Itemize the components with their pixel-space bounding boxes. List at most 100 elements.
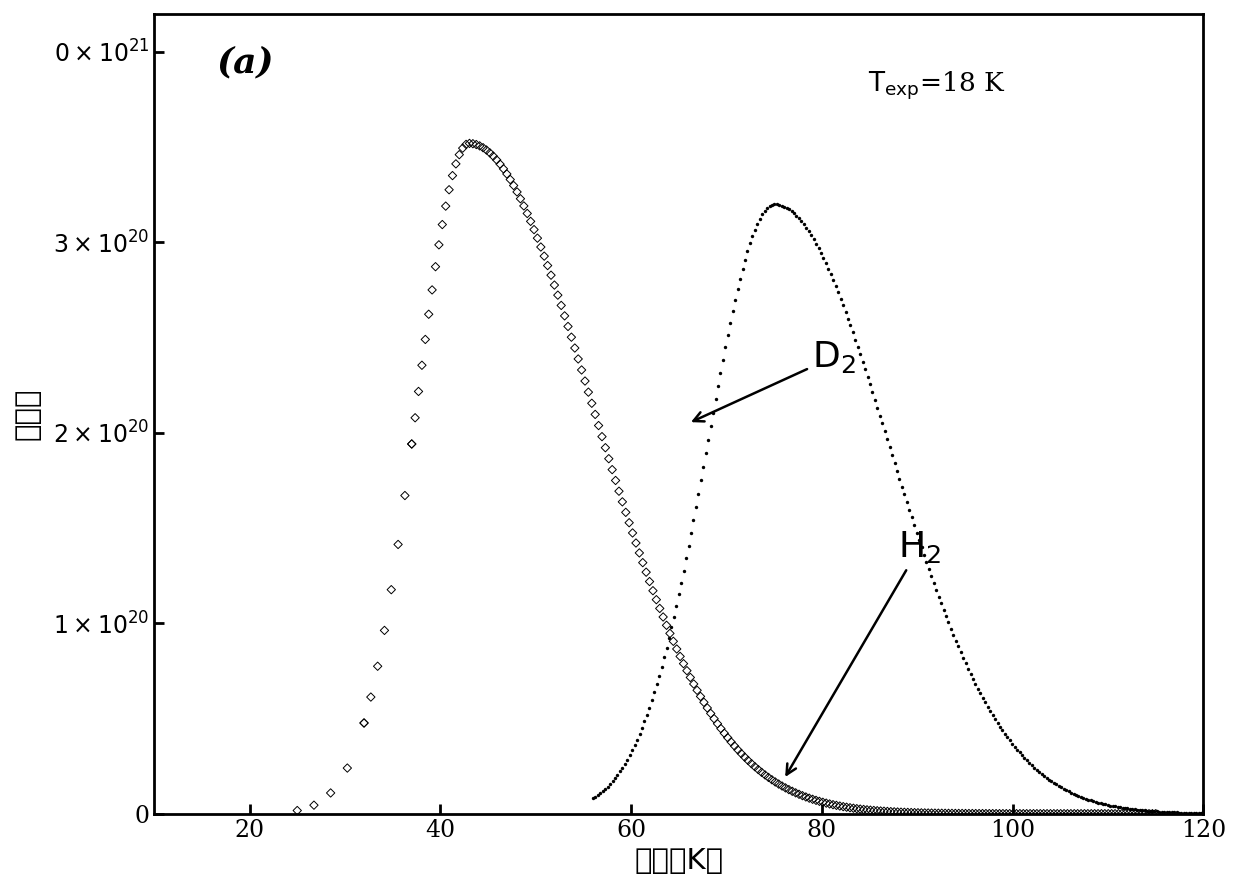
Point [1058, 806, 1078, 821]
Point [446, 156, 466, 171]
Point [681, 670, 701, 685]
Point [1071, 789, 1091, 804]
Point [663, 634, 683, 648]
Point [880, 805, 900, 819]
Point [676, 551, 696, 565]
Point [500, 172, 520, 187]
Point [480, 146, 500, 160]
Point [831, 292, 851, 306]
Point [983, 806, 1003, 821]
Point [1013, 806, 1033, 821]
Point [554, 308, 574, 323]
Point [771, 198, 791, 212]
Point [696, 446, 715, 461]
Point [1030, 806, 1050, 821]
Point [1097, 797, 1117, 812]
Point [1137, 804, 1157, 818]
Point [889, 472, 909, 486]
Point [668, 587, 688, 601]
Point [833, 799, 853, 813]
Point [1122, 802, 1142, 816]
Point [897, 495, 916, 509]
Point [595, 441, 615, 455]
Point [619, 516, 639, 530]
Point [925, 806, 945, 821]
Point [1117, 801, 1137, 815]
Point [794, 217, 813, 231]
Point [1169, 805, 1189, 820]
Point [951, 645, 971, 660]
Point [735, 750, 755, 765]
Point [382, 582, 402, 597]
Point [838, 311, 858, 325]
Point [921, 806, 941, 821]
Point [616, 505, 636, 519]
Point [1009, 806, 1029, 821]
Point [1140, 806, 1159, 821]
Point [857, 803, 877, 817]
Point [929, 806, 949, 821]
Point [753, 207, 773, 221]
Point [521, 214, 541, 228]
Point [688, 486, 708, 501]
Point [701, 420, 720, 434]
Point [997, 806, 1017, 821]
Point [745, 759, 765, 773]
Point [784, 206, 804, 220]
Point [1110, 800, 1130, 814]
Point [1076, 791, 1096, 805]
Point [525, 222, 544, 236]
Point [405, 411, 425, 425]
Point [622, 743, 642, 757]
Point [786, 786, 806, 800]
Point [906, 525, 926, 540]
Point [911, 541, 931, 555]
Point [1084, 794, 1104, 808]
Point [718, 731, 738, 745]
Point [1012, 749, 1032, 763]
Point [818, 261, 838, 276]
Point [658, 630, 678, 645]
Point [1177, 805, 1197, 820]
Point [517, 206, 537, 220]
Point [981, 704, 1001, 718]
Point [799, 224, 818, 238]
Point [847, 802, 867, 816]
Point [898, 805, 918, 820]
Point [1066, 788, 1086, 802]
Point [693, 460, 713, 474]
Point [959, 661, 978, 676]
Point [701, 707, 720, 721]
Point [796, 220, 816, 235]
Point [1164, 805, 1184, 820]
Point [610, 765, 630, 779]
Point [1054, 806, 1074, 821]
Point [1003, 806, 1023, 821]
Point [728, 282, 748, 296]
Point [879, 440, 899, 454]
Point [1009, 745, 1029, 759]
X-axis label: 温度（K）: 温度（K） [634, 847, 723, 875]
Point [804, 232, 823, 246]
Point [755, 204, 775, 218]
Point [708, 379, 728, 393]
Text: $\mathrm{T_{exp}}$=18 K: $\mathrm{T_{exp}}$=18 K [868, 70, 1006, 102]
Point [1128, 806, 1148, 821]
Point [751, 765, 771, 780]
Point [593, 784, 613, 798]
Point [1052, 781, 1071, 795]
Point [720, 316, 740, 330]
Point [694, 695, 714, 709]
Point [848, 340, 868, 354]
Point [591, 429, 611, 444]
Point [1105, 806, 1125, 821]
Point [1017, 806, 1037, 821]
Point [963, 672, 983, 686]
Point [761, 773, 781, 787]
Point [677, 663, 697, 677]
Point [666, 598, 686, 613]
Point [929, 589, 949, 604]
Point [388, 537, 408, 551]
Point [952, 806, 972, 821]
Point [575, 374, 595, 388]
